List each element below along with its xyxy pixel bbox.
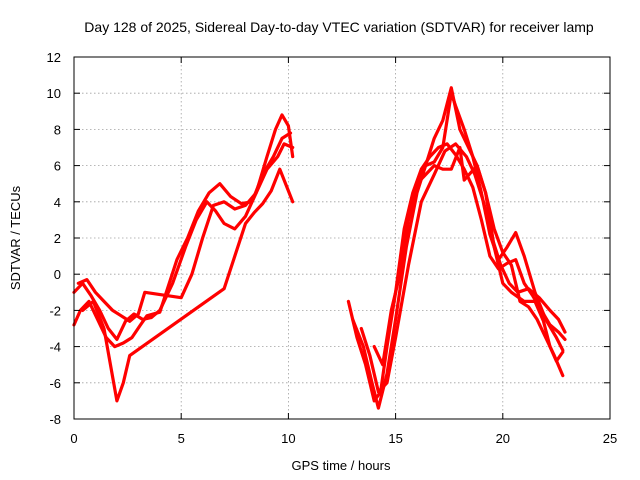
- y-tick-label: 12: [47, 50, 61, 65]
- y-tick-label: 0: [54, 267, 61, 282]
- y-tick-label: -4: [49, 340, 61, 355]
- y-tick-label: -8: [49, 412, 61, 427]
- x-tick-label: 20: [496, 431, 510, 446]
- x-tick-label: 0: [70, 431, 77, 446]
- y-tick-label: 8: [54, 122, 61, 137]
- series-track-b: [72, 131, 293, 349]
- series-track-c: [76, 113, 295, 323]
- y-tick-label: 6: [54, 159, 61, 174]
- y-tick-label: -2: [49, 303, 61, 318]
- series-track-i: [415, 145, 565, 363]
- axis-ticks: 0 5 10 15 20 25 -8 -6 -4 -2 0 2 4 6 8 10 12: [47, 50, 618, 446]
- y-tick-label: 10: [47, 86, 61, 101]
- y-tick-label: -6: [49, 376, 61, 391]
- x-tick-label: 25: [603, 431, 617, 446]
- x-tick-label: 15: [388, 431, 402, 446]
- chart-title: Day 128 of 2025, Sidereal Day-to-day VTE…: [84, 19, 594, 35]
- data-series: [72, 86, 567, 410]
- series-track-d: [81, 167, 295, 403]
- x-tick-label: 10: [281, 431, 295, 446]
- x-axis-label: GPS time / hours: [292, 458, 391, 473]
- x-tick-label: 5: [178, 431, 185, 446]
- y-axis-label: SDTVAR / TECUs: [8, 185, 23, 290]
- series-track-h: [372, 91, 565, 367]
- y-tick-label: 2: [54, 231, 61, 246]
- grid-lines: [74, 57, 610, 419]
- y-tick-label: 4: [54, 195, 61, 210]
- series-track-f: [351, 86, 565, 410]
